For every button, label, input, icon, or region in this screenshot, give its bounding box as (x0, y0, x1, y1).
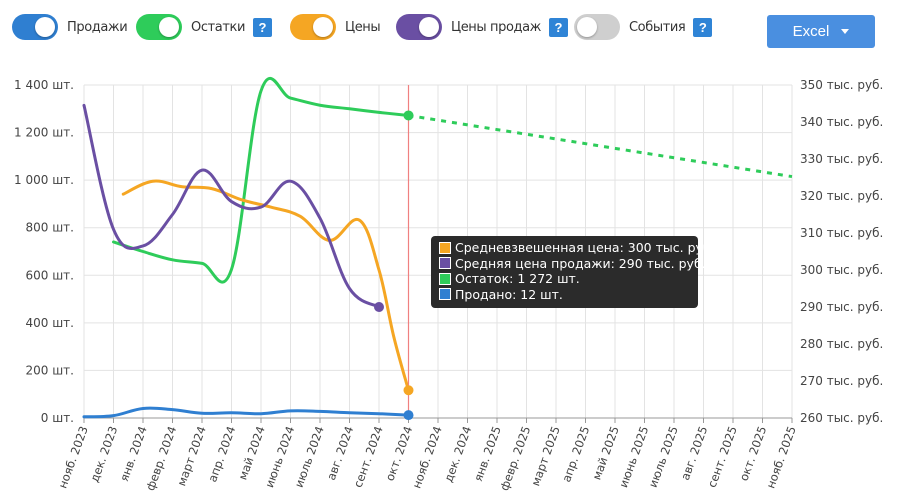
y-right-tick-label: 280 тыс. руб. (800, 337, 883, 351)
x-tick-label: авг. 2025 (678, 424, 710, 482)
tooltip-row-sold: Продано: 12 шт. (439, 287, 690, 303)
x-tick-label: май 2024 (235, 424, 267, 482)
x-tick-label: дек. 2024 (441, 424, 474, 484)
tooltip-swatch (439, 257, 451, 270)
toggle-knob (313, 17, 333, 37)
sales-toggle-label: Продажи (67, 19, 128, 35)
y-right-tick-label: 340 тыс. руб. (800, 115, 883, 129)
x-tick-label: дек. 2023 (87, 424, 120, 484)
tooltip-row-stock: Остаток: 1 272 шт. (439, 271, 690, 287)
tooltip-row-sale-price: Средняя цена продажи: 290 тыс. руб. (439, 256, 706, 272)
chevron-down-icon (841, 29, 850, 34)
toggle-sale-prices-group: Цены продаж ? (396, 12, 568, 42)
x-tick-label: июнь 2025 (616, 424, 651, 489)
x-tick-label: апр. 2025 (559, 424, 592, 484)
tooltip-text: Средняя цена продажи: 290 тыс. руб. (455, 255, 706, 271)
toggle-sales-group: Продажи (12, 12, 128, 42)
y-right-tick-label: 350 тыс. руб. (800, 78, 883, 92)
chart-tooltip: Средневзвешенная цена: 300 тыс. руб. Сре… (431, 236, 715, 308)
x-tick-label: март 2024 (174, 424, 209, 488)
y-left-tick-label: 400 шт. (25, 316, 74, 330)
y-right-tick-label: 310 тыс. руб. (800, 226, 883, 240)
y-right-tick-label: 270 тыс. руб. (800, 374, 883, 388)
x-tick-label: нояб. 2025 (763, 424, 798, 490)
y-right-tick-label: 330 тыс. руб. (800, 152, 883, 166)
series-stock-line (112, 77, 410, 284)
toggle-knob (159, 17, 179, 37)
stock-toggle-label: Остатки (191, 19, 245, 35)
tooltip-text: Средневзвешенная цена: 300 тыс. руб. (455, 240, 715, 256)
x-tick-label: июнь 2024 (262, 424, 297, 489)
events-help-icon[interactable]: ? (693, 17, 713, 37)
series-avg-price-marker (403, 385, 414, 396)
x-tick-label: март 2025 (528, 424, 563, 488)
y-right-tick-label: 320 тыс. руб. (800, 189, 883, 203)
x-tick-label: нояб. 2024 (409, 424, 444, 490)
sale-prices-help-icon[interactable]: ? (548, 17, 568, 37)
y-left-tick-label: 0 шт. (41, 411, 74, 425)
toggle-knob (577, 17, 597, 37)
x-tick-label: нояб. 2023 (55, 424, 90, 490)
y-right-tick-label: 260 тыс. руб. (800, 411, 883, 425)
tooltip-swatch (439, 241, 451, 254)
tooltip-text: Остаток: 1 272 шт. (455, 271, 580, 287)
sale-prices-toggle-label: Цены продаж (451, 19, 541, 35)
y-left-tick-label: 800 шт. (25, 221, 74, 235)
tooltip-swatch (439, 272, 451, 285)
events-toggle-label: События (629, 19, 686, 35)
sales-toggle[interactable] (12, 14, 58, 40)
x-tick-label: июль 2025 (646, 424, 681, 489)
x-tick-label: апр. 2024 (205, 424, 238, 484)
tooltip-text: Продано: 12 шт. (455, 286, 563, 302)
toggle-events-group: События ? (574, 12, 713, 42)
y-left-tick-label: 200 шт. (25, 363, 74, 377)
series-avg-price-line (121, 179, 410, 392)
y-right-tick-label: 290 тыс. руб. (800, 300, 883, 314)
series-stock-forecast-line (408, 113, 793, 179)
excel-export-button[interactable]: Excel (767, 15, 875, 48)
series-sale-price-line (82, 103, 381, 309)
prices-toggle-label: Цены (345, 19, 381, 35)
events-toggle[interactable] (574, 14, 620, 40)
x-tick-label: окт. 2025 (737, 424, 770, 483)
series-sales-marker (403, 410, 414, 421)
x-tick-label: май 2025 (589, 424, 621, 482)
toggle-knob (419, 17, 439, 37)
x-tick-label: авг. 2024 (324, 424, 356, 482)
toggle-stock-group: Остатки ? (136, 12, 272, 42)
excel-button-label: Excel (792, 23, 830, 40)
tooltip-swatch (439, 288, 451, 301)
x-tick-label: сент. 2024 (351, 424, 386, 489)
tooltip-row-avg-price: Средневзвешенная цена: 300 тыс. руб. (439, 240, 715, 256)
stock-help-icon[interactable]: ? (253, 17, 272, 37)
sale-prices-toggle[interactable] (396, 14, 442, 40)
x-tick-label: сент. 2025 (705, 424, 740, 489)
y-left-tick-label: 1 200 шт. (14, 126, 74, 140)
x-tick-label: июль 2024 (292, 424, 327, 489)
series-sale-price-marker (374, 302, 384, 312)
toolbar: Продажи Остатки ? Цены Цены продаж ? Соб… (0, 0, 922, 60)
y-left-tick-label: 600 шт. (25, 268, 74, 282)
series-stock-marker (403, 110, 414, 121)
stock-toggle[interactable] (136, 14, 182, 40)
x-tick-label: окт. 2024 (383, 424, 416, 483)
y-right-tick-label: 300 тыс. руб. (800, 263, 883, 277)
prices-toggle[interactable] (290, 14, 336, 40)
y-left-tick-label: 1 000 шт. (14, 173, 74, 187)
x-tick-label: янв. 2024 (117, 424, 150, 483)
y-left-tick-label: 1 400 шт. (14, 78, 74, 92)
toggle-prices-group: Цены (290, 12, 381, 42)
x-tick-label: янв. 2025 (471, 424, 504, 483)
toggle-knob (35, 17, 55, 37)
series-sales-line (82, 406, 410, 419)
